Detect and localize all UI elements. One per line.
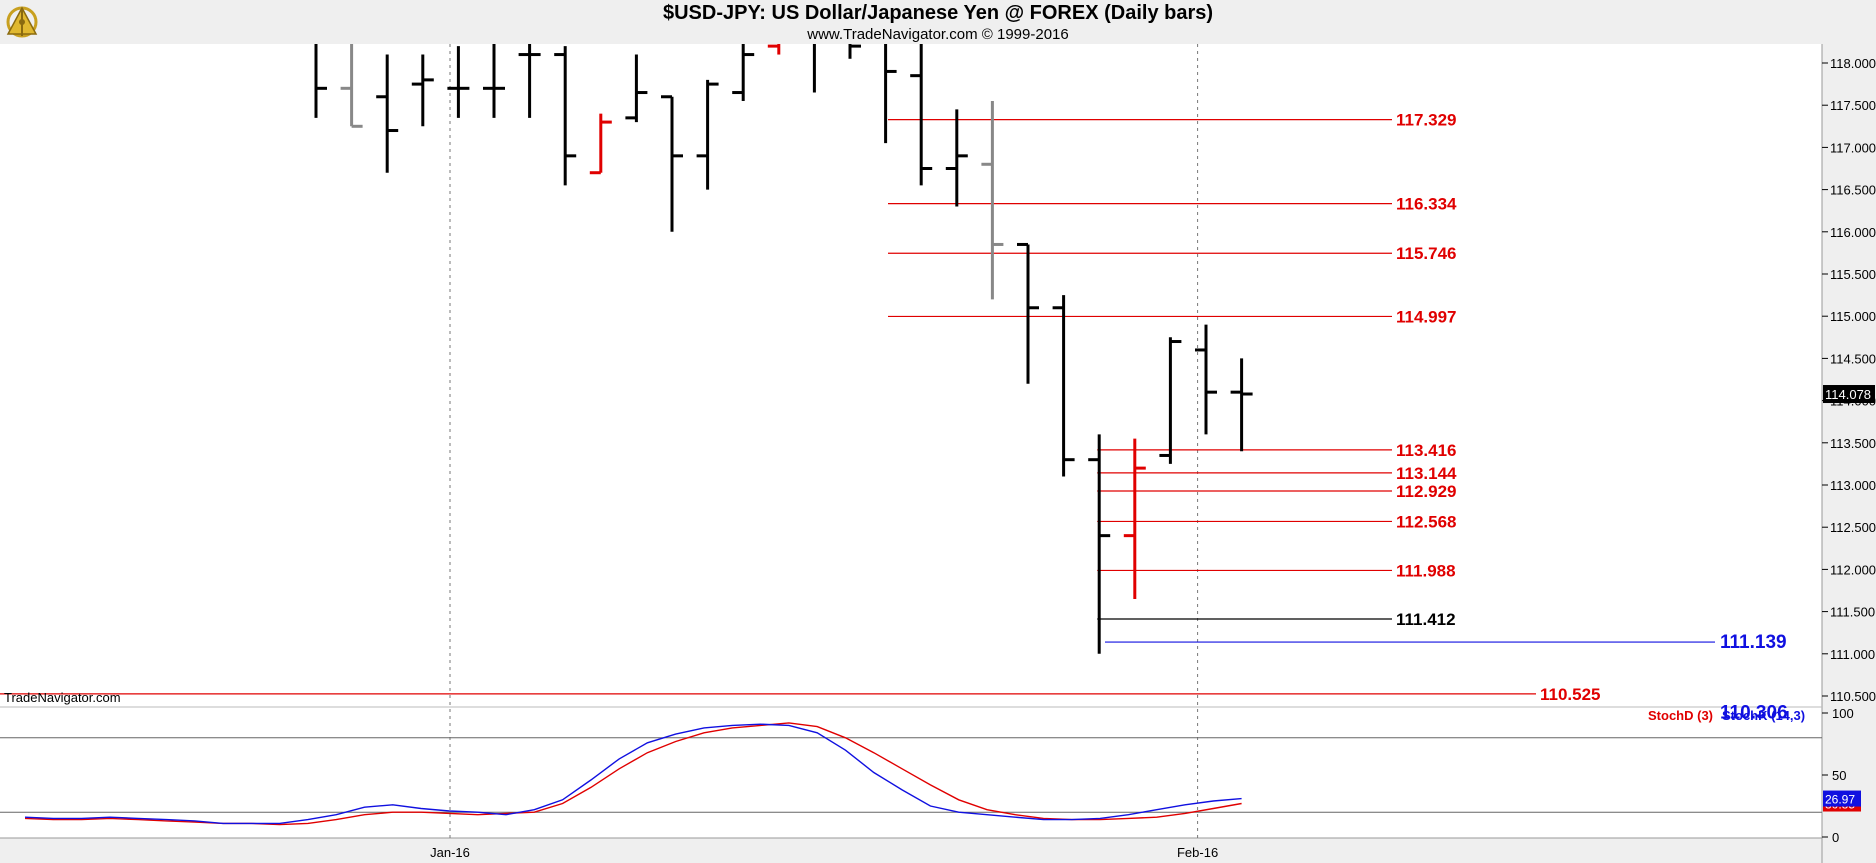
level-label: 112.929 bbox=[1396, 482, 1457, 501]
price-bar bbox=[1230, 358, 1253, 452]
chart-subtitle: www.TradeNavigator.com © 1999-2016 bbox=[807, 26, 1069, 43]
price-bar bbox=[981, 100, 1004, 300]
price-bar bbox=[589, 113, 612, 175]
price-bar bbox=[661, 95, 683, 232]
y-tick-label: 115.000 bbox=[1830, 309, 1876, 324]
level-label: 114.997 bbox=[1396, 307, 1457, 326]
level-label: 117.329 bbox=[1396, 111, 1457, 130]
chart-title: $USD-JPY: US Dollar/Japanese Yen @ FOREX… bbox=[662, 2, 1214, 24]
level-label: 113.144 bbox=[1396, 464, 1457, 483]
price-bar bbox=[732, 44, 755, 101]
y-tick-label: 117.500 bbox=[1830, 98, 1876, 113]
y-tick-label: 110.500 bbox=[1830, 689, 1876, 704]
last-price-box bbox=[1823, 385, 1875, 404]
price-bar bbox=[625, 54, 648, 123]
price-bar bbox=[848, 44, 861, 59]
price-bar bbox=[1159, 337, 1182, 464]
price-bar bbox=[411, 54, 434, 127]
price-bar bbox=[1088, 434, 1111, 654]
legend-stochd: StochD (3) bbox=[1648, 708, 1713, 723]
last-price-label: 114.078 bbox=[1825, 387, 1871, 402]
y-tick-label: 113.500 bbox=[1830, 436, 1876, 451]
level-label: 110.525 bbox=[1540, 685, 1601, 704]
osc-tick-label: 0 bbox=[1832, 830, 1839, 845]
chart-header bbox=[0, 0, 1876, 44]
level-label: 111.412 bbox=[1396, 610, 1456, 629]
price-bar bbox=[1195, 324, 1217, 435]
osc-tick-label: 100 bbox=[1832, 706, 1854, 721]
price-bar bbox=[910, 44, 933, 186]
y-tick-label: 111.000 bbox=[1830, 647, 1875, 662]
price-bar bbox=[483, 44, 505, 118]
sextant-icon bbox=[6, 6, 38, 38]
legend-stochk: StochK (14,3) bbox=[1722, 708, 1806, 723]
price-bar bbox=[340, 44, 363, 128]
price-bar bbox=[1052, 295, 1075, 477]
time-axis-bg bbox=[0, 838, 1876, 863]
price-bar bbox=[314, 44, 327, 118]
y-tick-label: 112.000 bbox=[1830, 562, 1876, 577]
osc-last-label: 26.97 bbox=[1825, 793, 1855, 807]
osc-series-line bbox=[24, 723, 1242, 825]
price-bar bbox=[812, 44, 816, 93]
level-label: 111.139 bbox=[1720, 632, 1787, 653]
y-tick-label: 113.000 bbox=[1830, 478, 1876, 493]
level-label: 111.988 bbox=[1396, 561, 1456, 580]
y-tick-label: 116.500 bbox=[1830, 183, 1876, 198]
osc-last-box bbox=[1823, 790, 1861, 807]
price-bar bbox=[945, 109, 968, 207]
x-tick-label: Jan-16 bbox=[430, 845, 470, 860]
y-tick-label: 114.500 bbox=[1830, 351, 1876, 366]
y-tick-label: 115.500 bbox=[1830, 267, 1876, 282]
price-bar bbox=[1123, 438, 1146, 599]
price-bar bbox=[1017, 242, 1039, 384]
levels-group bbox=[0, 119, 1715, 695]
level-label: 115.746 bbox=[1396, 244, 1457, 263]
y-tick-label: 117.000 bbox=[1830, 140, 1876, 155]
price-bar bbox=[696, 79, 719, 190]
bars-group bbox=[314, 44, 1253, 654]
y-tick-label: 112.500 bbox=[1830, 520, 1876, 535]
y-tick-label: 116.000 bbox=[1830, 225, 1876, 240]
price-bar bbox=[376, 54, 399, 173]
price-bar bbox=[767, 44, 781, 55]
level-label: 112.568 bbox=[1396, 512, 1457, 531]
price-bar bbox=[554, 46, 577, 186]
osc-group bbox=[24, 722, 1242, 826]
level-label: 116.334 bbox=[1396, 195, 1457, 214]
price-axis-bg bbox=[1822, 44, 1876, 863]
price-bar bbox=[447, 46, 470, 118]
y-tick-label: 111.500 bbox=[1830, 605, 1875, 620]
watermark-text: TradeNavigator.com bbox=[4, 690, 121, 705]
level-label: 110.306 bbox=[1720, 702, 1788, 723]
price-bar bbox=[884, 44, 897, 144]
price-bar bbox=[518, 44, 541, 118]
level-label: 113.416 bbox=[1396, 441, 1457, 460]
x-tick-label: Feb-16 bbox=[1177, 845, 1218, 860]
y-tick-label: 118.000 bbox=[1830, 56, 1876, 71]
osc-tick-label: 50 bbox=[1832, 768, 1846, 783]
